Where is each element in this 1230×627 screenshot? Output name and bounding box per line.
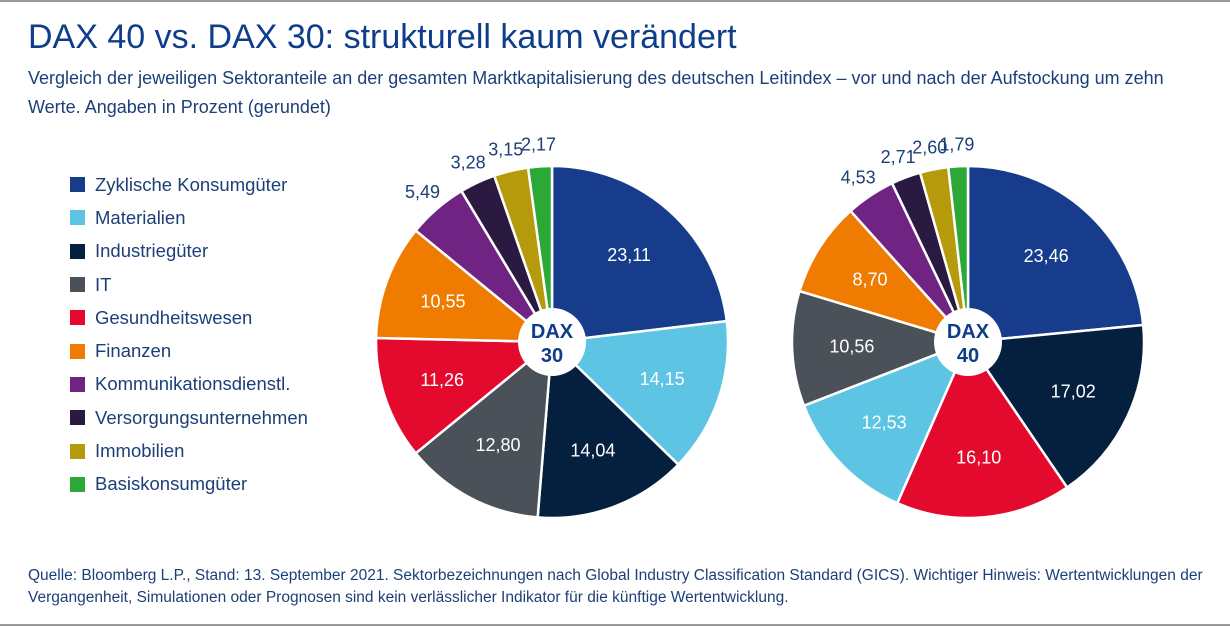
slice-value-label: 17,02 xyxy=(1051,381,1096,401)
pie-slice xyxy=(966,323,1146,489)
slice-value-label: 10,55 xyxy=(420,292,465,312)
slice-value-label: 10,56 xyxy=(829,337,874,357)
legend-item: Kommunikationsdienstl. xyxy=(70,368,308,401)
pie-chart-dax30: 23,11 14,15 14,04 12,80 11,26 10,55 5,49 3,283,… xyxy=(374,135,730,520)
pie-slice xyxy=(550,319,730,466)
legend-swatch xyxy=(70,310,85,326)
legend-label: Zyklische Konsumgüter xyxy=(95,173,288,195)
pie-center-label: DAX xyxy=(947,321,990,343)
pie-slice xyxy=(798,209,970,344)
legend-label: Immobilien xyxy=(95,440,185,462)
legend-label: Basiskonsumgüter xyxy=(95,473,248,495)
pie-slice xyxy=(790,289,970,407)
slice-value-label: 23,46 xyxy=(1024,246,1069,266)
slice-value-label: 3,28 xyxy=(451,153,486,173)
pie-slice xyxy=(414,340,554,519)
slice-value-label: 5,49 xyxy=(405,182,440,202)
legend-item: Zyklische Konsumgüter xyxy=(70,168,308,201)
slice-value-label: 8,70 xyxy=(852,270,887,290)
pie-slice xyxy=(550,164,729,344)
pie-slice xyxy=(526,164,554,344)
legend-item: Versorgungsunternehmen xyxy=(70,401,308,434)
legend-swatch xyxy=(70,343,85,359)
slice-value-label: 2,60 xyxy=(912,138,947,158)
pie-center-hole xyxy=(934,308,1002,376)
slice-value-label: 14,15 xyxy=(640,369,685,389)
legend-label: IT xyxy=(95,273,112,295)
legend-item: Industriegüter xyxy=(70,235,308,268)
legend-item: Materialien xyxy=(70,201,308,234)
slice-value-label: 11,26 xyxy=(420,370,464,390)
legend-label: Gesundheitswesen xyxy=(95,306,253,328)
legend-label: Materialien xyxy=(95,206,186,228)
legend-item: IT xyxy=(70,268,308,301)
pie-slice xyxy=(802,340,970,505)
pie-center-label: 40 xyxy=(957,345,979,367)
legend-label: Finanzen xyxy=(95,340,172,362)
chart-title: DAX 40 vs. DAX 30: strukturell kaum verä… xyxy=(28,18,737,56)
legend-item: Gesundheitswesen xyxy=(70,301,308,334)
pie-slice xyxy=(896,340,1069,520)
slice-value-label: 16,10 xyxy=(956,448,1001,468)
legend-swatch xyxy=(70,210,85,226)
slice-value-label: 3,15 xyxy=(488,140,523,160)
legend-swatch xyxy=(70,177,85,193)
legend-item: Immobilien xyxy=(70,434,308,467)
pie-center-label: 30 xyxy=(541,345,563,367)
legend-item: Basiskonsumgüter xyxy=(70,468,308,501)
source-note: Quelle: Bloomberg L.P., Stand: 13. Septe… xyxy=(28,567,1203,606)
legend-swatch xyxy=(70,376,85,392)
slice-value-label: 23,11 xyxy=(607,245,651,265)
pie-center-label: DAX xyxy=(531,321,574,343)
slice-value-label: 2,17 xyxy=(521,135,556,155)
legend-swatch xyxy=(70,410,85,426)
slice-value-label: 12,80 xyxy=(475,435,520,455)
top-rule xyxy=(0,0,1230,2)
legend-swatch xyxy=(70,476,85,492)
legend-label: Versorgungsunternehmen xyxy=(95,406,308,428)
legend-label: Kommunikationsdienstl. xyxy=(95,373,291,395)
bottom-rule xyxy=(0,624,1230,626)
legend-swatch xyxy=(70,443,85,459)
legend: Zyklische Konsumgüter Materialien Indust… xyxy=(70,168,308,501)
pie-slice xyxy=(966,164,1145,344)
pie-slice xyxy=(374,336,554,455)
legend-swatch xyxy=(70,243,85,259)
chart-subtitle: Vergleich der jeweiligen Sektoranteile a… xyxy=(28,68,1164,117)
slice-value-label: 12,53 xyxy=(862,412,907,432)
pie-slice xyxy=(536,340,680,520)
slice-value-label: 14,04 xyxy=(570,441,615,461)
slice-value-label: 2,71 xyxy=(881,147,916,167)
legend-label: Industriegüter xyxy=(95,240,209,262)
pie-chart-dax40: 23,46 17,02 16,10 12,53 10,56 8,70 4,532,712,6… xyxy=(790,134,1146,520)
slice-value-label: 1,79 xyxy=(939,134,974,154)
legend-item: Finanzen xyxy=(70,334,308,367)
pie-slice xyxy=(947,164,970,344)
pie-center-hole xyxy=(518,308,586,376)
pie-slice xyxy=(374,229,554,344)
legend-swatch xyxy=(70,277,85,293)
slice-value-label: 4,53 xyxy=(841,167,876,187)
